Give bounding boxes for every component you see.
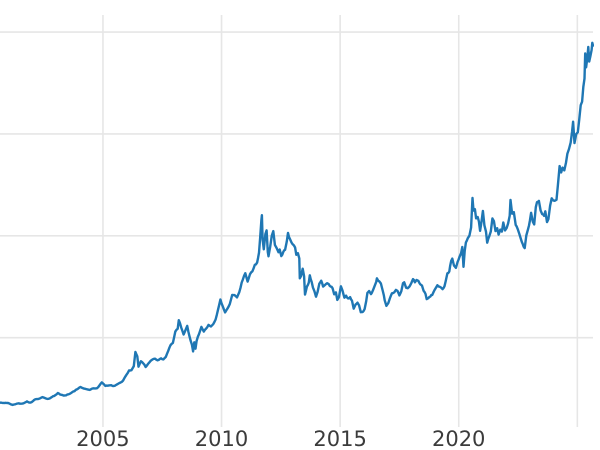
x-tick-label-2015: 2015 bbox=[313, 427, 366, 450]
x-tick-label-2005: 2005 bbox=[76, 427, 129, 450]
price-series-line bbox=[0, 41, 594, 407]
vertical-gridlines bbox=[102, 15, 579, 427]
x-tick-label-2010: 2010 bbox=[195, 427, 248, 450]
horizontal-gridlines bbox=[0, 31, 593, 339]
x-tick-label-2020: 2020 bbox=[432, 427, 485, 450]
x-axis-tick-labels: 2005 2010 2015 2020 bbox=[76, 427, 485, 450]
